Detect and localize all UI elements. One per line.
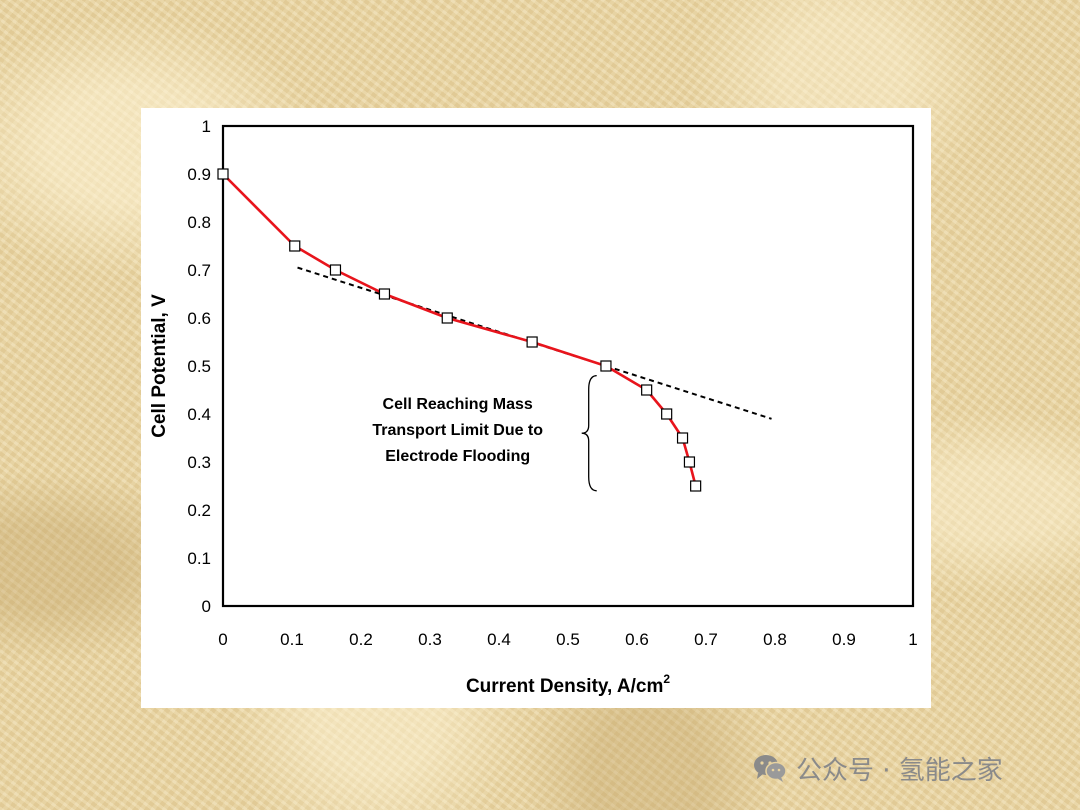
x-axis-label-superscript: 2 [663, 672, 670, 686]
annotation-text-line: Cell Reaching Mass [383, 396, 533, 413]
data-point-marker [600, 360, 612, 372]
y-axis-label: Cell Potential, V [149, 294, 170, 438]
fit-line [297, 266, 772, 420]
x-axis-label-text: Current Density, A/cm [466, 676, 663, 697]
y-tick-label: 0.6 [187, 309, 211, 328]
watermark-text: 公众号 · 氢能之家 [796, 755, 1003, 786]
data-point-marker [329, 264, 342, 276]
y-tick-label: 0.5 [187, 357, 211, 376]
x-tick-label: 0.3 [418, 630, 442, 649]
polarization-chart: 0 0.1 0.2 0.3 0.4 0.5 0.6 0.7 0.8 0.9 1 0 0.1 0.2 0.3… [149, 117, 918, 697]
x-tick-label: 1 [908, 630, 917, 649]
data-point-marker [690, 480, 702, 492]
y-axis-ticks: 0 0.1 0.2 0.3 0.4 0.5 0.6 0.7 0.8 0.9 1 [187, 117, 211, 616]
annotation-text-line: Transport Limit Due to [372, 422, 543, 439]
data-point-marker [683, 456, 696, 468]
x-tick-label: 0 [218, 630, 227, 649]
data-point-marker [217, 168, 229, 180]
y-tick-label: 0.7 [187, 261, 211, 280]
y-tick-label: 0.3 [187, 453, 211, 472]
y-tick-label: 0.8 [187, 213, 211, 232]
data-point-marker [378, 288, 391, 300]
y-tick-label: 0.9 [187, 165, 211, 184]
y-tick-label: 1 [202, 117, 211, 136]
chart-panel: 0 0.1 0.2 0.3 0.4 0.5 0.6 0.7 0.8 0.9 1 0 0.1 0.2 0.3… [141, 108, 931, 708]
data-point-marker [641, 384, 653, 396]
x-axis-label: Current Density, A/cm2 [466, 672, 670, 697]
watermark: 公众号 · 氢能之家 [752, 748, 1003, 788]
data-point-marker [526, 336, 538, 348]
data-point-marker [289, 240, 301, 252]
x-tick-label: 0.8 [763, 630, 787, 649]
series-layer [217, 168, 772, 492]
data-point-marker [676, 432, 689, 444]
annotation-text-line: Electrode Flooding [385, 448, 530, 465]
x-tick-label: 0.9 [832, 630, 856, 649]
y-tick-label: 0 [202, 597, 211, 616]
plot-area [221, 124, 915, 608]
y-tick-label: 0.2 [187, 501, 211, 520]
annotation-brace [581, 374, 597, 492]
y-tick-label: 0.1 [187, 549, 211, 568]
data-point-marker [661, 408, 673, 420]
x-tick-label: 0.1 [280, 630, 304, 649]
wechat-icon [754, 755, 787, 782]
x-axis-ticks: 0 0.1 0.2 0.3 0.4 0.5 0.6 0.7 0.8 0.9 1 [218, 630, 917, 649]
data-point-marker [441, 312, 453, 324]
x-tick-label: 0.6 [625, 630, 649, 649]
y-tick-label: 0.4 [187, 405, 211, 424]
annotation-layer: Cell Reaching Mass Transport Limit Due to… [372, 374, 597, 492]
x-tick-label: 0.2 [349, 630, 373, 649]
x-tick-label: 0.7 [694, 630, 718, 649]
x-tick-label: 0.4 [487, 630, 511, 649]
x-tick-label: 0.5 [556, 630, 580, 649]
